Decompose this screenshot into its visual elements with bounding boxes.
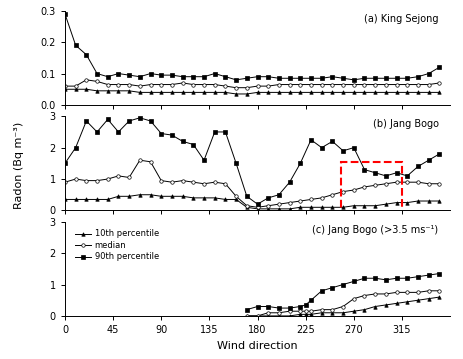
Text: Radon (Bq m⁻³): Radon (Bq m⁻³) (14, 121, 24, 209)
Bar (340, 162, 401, 212)
Text: (b) Jang Bogo: (b) Jang Bogo (372, 119, 438, 129)
X-axis label: Wind direction: Wind direction (217, 340, 297, 350)
Text: (c) Jang Bogo (>3.5 ms⁻¹): (c) Jang Bogo (>3.5 ms⁻¹) (312, 225, 438, 234)
Legend: 10th percentile, median, 90th percentile: 10th percentile, median, 90th percentile (73, 228, 160, 263)
Text: (a) King Sejong: (a) King Sejong (363, 14, 438, 24)
